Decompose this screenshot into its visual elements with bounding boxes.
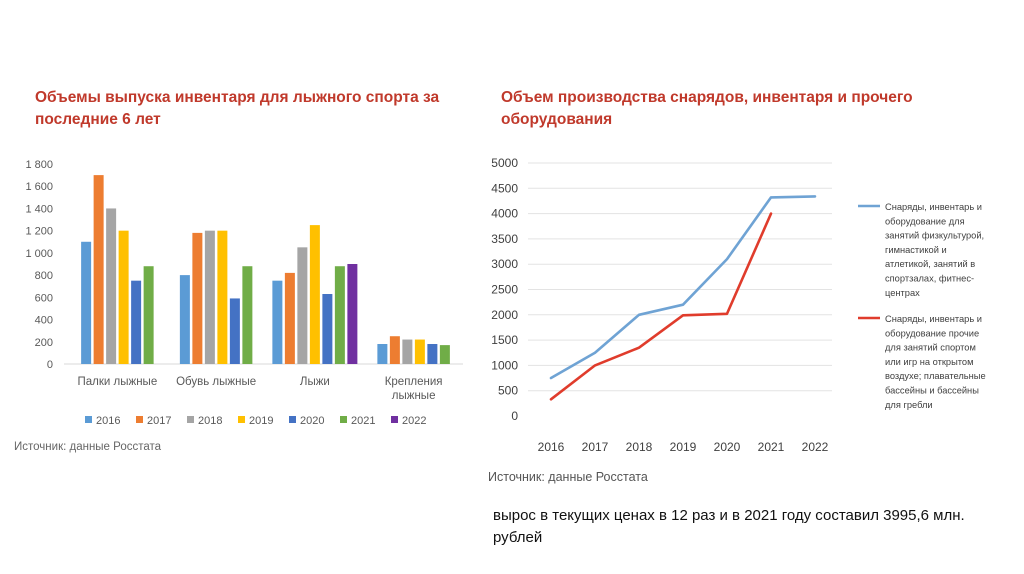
left-chart-title: Объемы выпуска инвентаря для лыжного спо… xyxy=(35,89,440,128)
bar-2018-2 xyxy=(204,230,215,364)
y-tick-label: 2500 xyxy=(491,283,518,297)
legend-text-line: атлетикой, занятий в xyxy=(885,259,975,269)
y-tick-label: 4000 xyxy=(491,207,518,221)
sports-equipment-line-chart: 0 500 1000 1500 2000 2500 3000 3500 4000 4500 5000… xyxy=(491,156,986,454)
series-line-2 xyxy=(549,212,773,401)
growth-note: вырос в текущих ценах в 12 раз и в 2021 … xyxy=(493,507,965,546)
bar-2020-4 xyxy=(427,344,438,364)
bar-2020-1 xyxy=(131,280,142,364)
legend-swatch-2021 xyxy=(340,416,347,423)
y-tick-label: 400 xyxy=(35,315,53,327)
bar-2019-3 xyxy=(309,225,320,364)
legend-label-2018: 2018 xyxy=(198,415,222,427)
bar-2018-4 xyxy=(402,339,413,364)
y-tick-label: 1500 xyxy=(491,333,518,347)
bar-2022-3 xyxy=(347,264,358,364)
x-tick-label: 2020 xyxy=(714,440,741,454)
right-chart-title: Объем производства снарядов, инвентаря и… xyxy=(501,89,913,128)
category-label: Палки лыжные xyxy=(78,376,158,388)
y-tick-label: 600 xyxy=(35,292,53,304)
legend-label-2022: 2022 xyxy=(402,415,426,427)
bar-2018-1 xyxy=(106,208,117,364)
x-tick-label: 2022 xyxy=(802,440,829,454)
bar-2020-2 xyxy=(229,298,240,364)
bar-2017-3 xyxy=(284,272,295,364)
legend-label-2019: 2019 xyxy=(249,415,273,427)
category-label: Лыжи xyxy=(300,376,330,388)
legend-label-2017: 2017 xyxy=(147,415,171,427)
y-tick-label: 2000 xyxy=(491,308,518,322)
y-tick-label: 800 xyxy=(35,270,53,282)
bar-2016-3 xyxy=(272,280,283,364)
y-tick-label: 1 800 xyxy=(25,159,53,171)
x-tick-label: 2021 xyxy=(758,440,785,454)
legend-text-line: Снаряды, инвентарь и xyxy=(885,202,982,212)
y-tick-label: 4500 xyxy=(491,181,518,195)
legend-swatch-2022 xyxy=(391,416,398,423)
x-tick-label: 2019 xyxy=(670,440,697,454)
x-tick-label: 2018 xyxy=(626,440,653,454)
right-source-note: Источник: данные Росстата xyxy=(488,470,648,484)
legend-text-line: или игр на открытом xyxy=(885,357,973,367)
y-tick-label: 5000 xyxy=(491,156,518,170)
bar-2018-3 xyxy=(297,247,308,364)
bar-2017-4 xyxy=(389,336,400,364)
y-tick-label: 1 000 xyxy=(25,248,53,260)
legend-text-line: гимнастикой и xyxy=(885,245,947,255)
legend-label-2020: 2020 xyxy=(300,415,324,427)
y-tick-label: 1 600 xyxy=(25,181,53,193)
x-tick-label: 2017 xyxy=(582,440,609,454)
y-tick-label: 500 xyxy=(498,384,518,398)
legend-label-2016: 2016 xyxy=(96,415,120,427)
legend-label-2021: 2021 xyxy=(351,415,375,427)
legend-swatch-2019 xyxy=(238,416,245,423)
bar-2016-1 xyxy=(81,241,92,364)
legend-text-line: спортзалах, фитнес- xyxy=(885,274,974,284)
bar-2021-3 xyxy=(334,266,345,364)
left-source-note: Источник: данные Росстата xyxy=(14,441,162,453)
legend-text-line: центрах xyxy=(885,288,920,298)
legend-text-line: оборудование для xyxy=(885,216,965,226)
ski-equipment-bar-chart: 0 200 400 600 800 1 000 1 200 1 400 1 600 1 800 Па… xyxy=(25,159,463,427)
bar-2019-2 xyxy=(217,230,228,364)
legend-swatch-2018 xyxy=(187,416,194,423)
bar-2017-1 xyxy=(93,175,104,364)
y-tick-label: 0 xyxy=(511,409,518,423)
y-tick-label: 1 200 xyxy=(25,226,53,238)
bar-2021-2 xyxy=(242,266,253,364)
bar-2020-3 xyxy=(322,294,333,364)
legend-text-line: оборудование прочие xyxy=(885,328,979,338)
bar-2016-4 xyxy=(377,344,388,364)
y-tick-label: 3500 xyxy=(491,232,518,246)
y-tick-label: 1000 xyxy=(491,358,518,372)
series-line-1 xyxy=(549,195,817,380)
category-label: Обувь лыжные xyxy=(176,376,256,388)
y-tick-label: 3000 xyxy=(491,257,518,271)
bar-2016-2 xyxy=(179,275,190,364)
legend-text-line: воздухе; плавательные xyxy=(885,371,986,381)
x-tick-label: 2016 xyxy=(538,440,565,454)
bar-2019-4 xyxy=(414,339,425,364)
bar-2017-2 xyxy=(192,232,203,364)
legend-swatch-2016 xyxy=(85,416,92,423)
y-tick-label: 1 400 xyxy=(25,203,53,215)
legend-swatch-2017 xyxy=(136,416,143,423)
legend-text-line: бассейны и бассейны xyxy=(885,386,979,396)
legend-text-line: для гребли xyxy=(885,400,933,410)
bar-2019-1 xyxy=(118,230,129,364)
legend-swatch-2020 xyxy=(289,416,296,423)
category-label: лыжные xyxy=(392,390,436,402)
legend-text-line: Снаряды, инвентарь и xyxy=(885,314,982,324)
bar-2021-1 xyxy=(143,266,154,364)
legend-text-line: занятий физкультурой, xyxy=(885,231,984,241)
legend-text-line: для занятий спортом xyxy=(885,343,976,353)
category-label: Крепления xyxy=(385,376,443,388)
y-tick-label: 0 xyxy=(47,359,53,371)
y-tick-label: 200 xyxy=(35,337,53,349)
bar-2021-4 xyxy=(439,345,450,364)
